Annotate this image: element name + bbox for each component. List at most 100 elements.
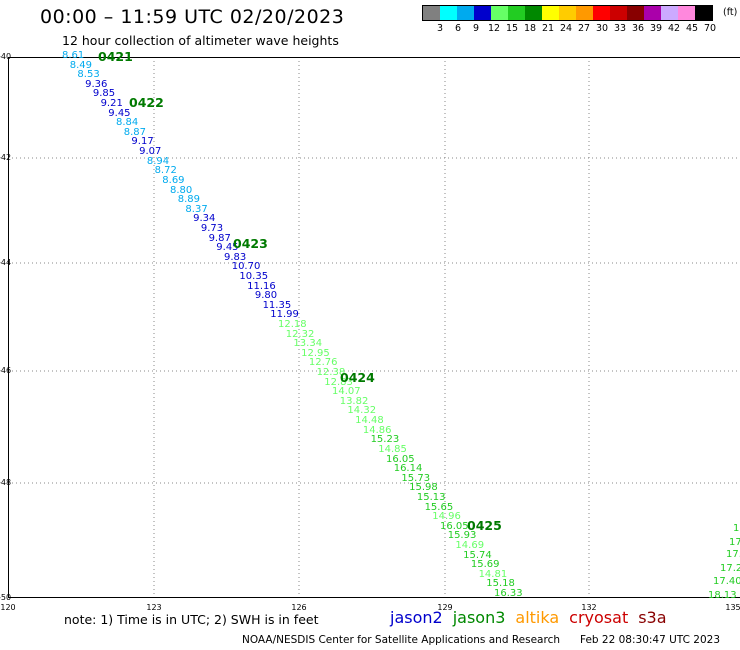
color-swatch [559,6,576,20]
pass-time-label: 0423 [233,236,268,251]
color-swatch [627,6,644,20]
wave-height-observation: 14.85 [378,443,407,455]
color-scale-labels: 3 6 9 12 15 18 21 24 27 30 33 36 39 42 45 70 [422,21,717,35]
wave-height-observation: 14.86 [362,424,392,436]
wave-height-observation: 10.35 [239,270,269,282]
wave-height-observation: 8.87 [123,126,146,138]
wave-height-observation: 11.99 [270,309,299,321]
wave-height-observation: 16.14 [393,463,423,475]
pass-time-label: 0421 [98,49,133,64]
wave-height-observation: 8.80 [170,184,193,196]
color-scale-tick: 15 [505,23,519,34]
color-scale-tick: 42 [667,23,681,34]
wave-height-observation: 9.45 [108,107,131,119]
wave-height-observation-edge: 17.40 [713,576,740,587]
wave-height-observation: 15.18 [486,578,515,590]
wave-height-observation: 11.35 [262,299,292,311]
color-scale-tick: 36 [631,23,645,34]
color-scale-tick: 70 [703,23,717,34]
wave-height-observation: 15.69 [470,559,500,571]
wave-height-observation: 8.84 [116,117,139,129]
wave-height-observation: 9.21 [100,98,123,110]
longitude-label: 120 [0,603,16,612]
wave-height-observation: 9.07 [139,146,162,158]
timestamp: Feb 22 08:30:47 UTC 2023 [580,634,720,646]
wave-height-observation: 15.93 [447,530,477,542]
longitude-label: 123 [146,603,162,612]
color-swatch [440,6,457,20]
wave-height-observation: 14.32 [347,405,377,417]
color-scale-tick: 27 [577,23,591,34]
map-title: 00:00 – 11:59 UTC 02/20/2023 [40,6,345,28]
wave-height-observation: 15.13 [416,491,446,503]
wave-height-observation: 15.65 [424,501,454,513]
wave-height-observation: 10.70 [231,261,261,273]
latitude-label: -42 [0,153,12,162]
wave-height-observation: 9.73 [200,222,224,234]
footnote: note: 1) Time is in UTC; 2) SWH is in fe… [64,612,319,627]
color-scale-tick: 21 [541,23,555,34]
wave-height-observation: 8.53 [77,69,100,81]
wave-height-observation: 12.38 [316,367,346,379]
color-swatch [576,6,593,20]
pass-time-label: 0425 [467,518,502,533]
color-scale-tick: 3 [436,23,444,34]
credit-line: NOAA/NESDIS Center for Satellite Applica… [242,634,560,646]
wave-height-observation: 15.98 [409,482,438,494]
wave-height-observation: 8.72 [154,165,177,177]
color-swatch [695,6,712,20]
wave-height-observation-edge: 17. [726,549,740,560]
color-swatch [661,6,678,20]
wave-height-observation: 8.89 [177,194,200,206]
wave-height-observation-edge: 18 [733,523,740,534]
color-scale-tick: 24 [559,23,573,34]
wave-height-observation: 8.37 [185,203,208,215]
color-swatch [542,6,559,20]
wave-height-observation: 8.94 [146,155,170,167]
wave-height-observation: 12.76 [308,357,338,369]
latitude-label: -44 [0,258,12,267]
wave-height-observation: 14.48 [355,415,384,427]
wave-height-observation: 8.69 [162,174,185,186]
satellite-legend: jason2 jason3 altika cryosat s3a [390,608,677,627]
satellite-legend-entry: cryosat [569,608,629,627]
color-scale-unit: (ft) [723,7,738,18]
wave-height-observation: 14.69 [455,539,485,551]
wave-height-observation: 12.18 [278,319,307,330]
color-swatch [491,6,508,20]
wave-height-observation: 13.82 [339,395,369,407]
wave-height-observation: 8.49 [69,59,92,71]
wave-height-observation: 9.80 [254,290,278,302]
satellite-legend-entry: jason3 [452,608,506,627]
satellite-legend-entry: altika [515,608,560,627]
pass-time-label: 0422 [129,95,164,110]
color-swatch [474,6,491,20]
color-swatch [525,6,542,20]
satellite-legend-entry: s3a [638,608,667,627]
color-scale-tick: 9 [472,23,480,34]
wave-height-observation: 16.05 [386,453,415,465]
color-scale-swatches [422,5,713,21]
longitude-label: 132 [581,603,597,612]
wave-height-observation: 16.05 [440,520,469,532]
color-swatch [423,6,440,20]
wave-height-observation: 12.32 [285,328,315,340]
wave-height-observation: 14.96 [432,511,461,523]
wave-height-observation: 14.07 [332,386,361,398]
color-scale-tick: 45 [685,23,699,34]
color-swatch [593,6,610,20]
satellite-legend-entry: jason2 [390,608,443,627]
map-frame [8,57,740,598]
wave-height-observation: 12.83 [324,376,353,388]
color-scale-legend: 3 6 9 12 15 18 21 24 27 30 33 36 39 42 45 70 (ft) [422,5,737,35]
wave-height-observation: 12.95 [301,347,330,359]
wave-height-observation: 9.87 [208,232,231,244]
wave-height-observation: 14.81 [478,568,508,580]
wave-height-observation: 9.83 [224,251,247,263]
color-scale-tick: 33 [613,23,627,34]
wave-height-observation: 9.85 [92,88,116,100]
color-swatch [457,6,474,20]
color-scale-tick: 12 [487,23,501,34]
wave-height-observation: 15.73 [401,472,431,484]
